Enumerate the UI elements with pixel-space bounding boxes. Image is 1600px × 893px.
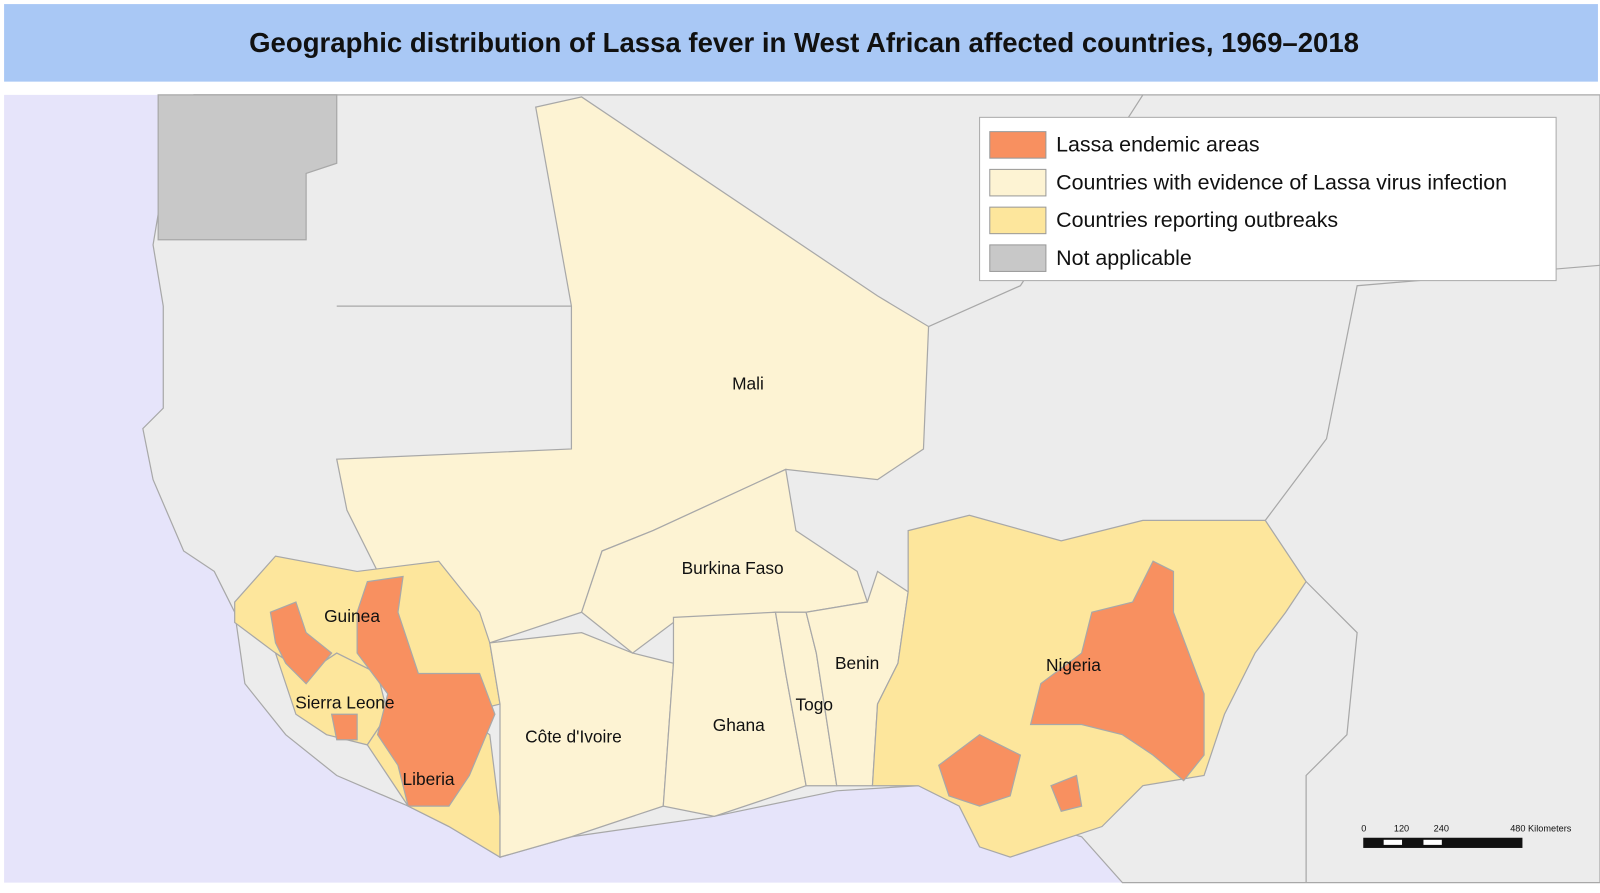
legend-label: Countries with evidence of Lassa virus i… [1056, 170, 1507, 194]
country-label: Côte d'Ivoire [525, 726, 622, 746]
country-label: Burkina Faso [682, 558, 784, 578]
endemic-area [356, 575, 496, 807]
country-label: Nigeria [1046, 655, 1101, 675]
country-label: Ghana [713, 715, 765, 735]
cote-divoire [489, 632, 675, 858]
not-applicable-area [157, 94, 338, 241]
legend-label: Countries reporting outbreaks [1056, 208, 1338, 232]
legend-swatch [989, 244, 1047, 272]
legend-box [979, 116, 1557, 282]
country-label: Liberia [403, 769, 455, 789]
legend: Lassa endemic areas Countries with evide… [979, 116, 1557, 282]
scale-label: 120 [1394, 824, 1409, 834]
country-label: Benin [835, 653, 879, 673]
country-label: Togo [795, 695, 833, 715]
legend-swatch [989, 206, 1047, 235]
border [1305, 581, 1358, 883]
endemic-area [938, 733, 1022, 807]
endemic-area [330, 713, 358, 741]
scale-label: 480 Kilometers [1510, 824, 1572, 834]
endemic-area [1050, 774, 1083, 812]
scale-segment [1383, 839, 1403, 845]
legend-label: Lassa endemic areas [1056, 133, 1259, 157]
burkina-faso [580, 468, 869, 654]
country-label: Guinea [324, 606, 380, 626]
endemic-area [269, 601, 333, 685]
country-label: Sierra Leone [295, 693, 394, 713]
endemic-area [1029, 560, 1205, 782]
legend-swatch [989, 131, 1047, 159]
country-label: Mali [732, 373, 764, 393]
legend-label: Not applicable [1056, 246, 1192, 270]
scale-label: 240 [1434, 824, 1449, 834]
scale-label: 0 [1361, 824, 1366, 834]
title: Geographic distribution of Lassa fever i… [249, 27, 1359, 58]
title-bar [4, 4, 1598, 82]
scale-bar: 0 120 240 480 Kilometers [1361, 824, 1572, 848]
scale-segment [1423, 839, 1442, 845]
legend-swatch [989, 168, 1047, 197]
scale-segment [1363, 837, 1523, 848]
